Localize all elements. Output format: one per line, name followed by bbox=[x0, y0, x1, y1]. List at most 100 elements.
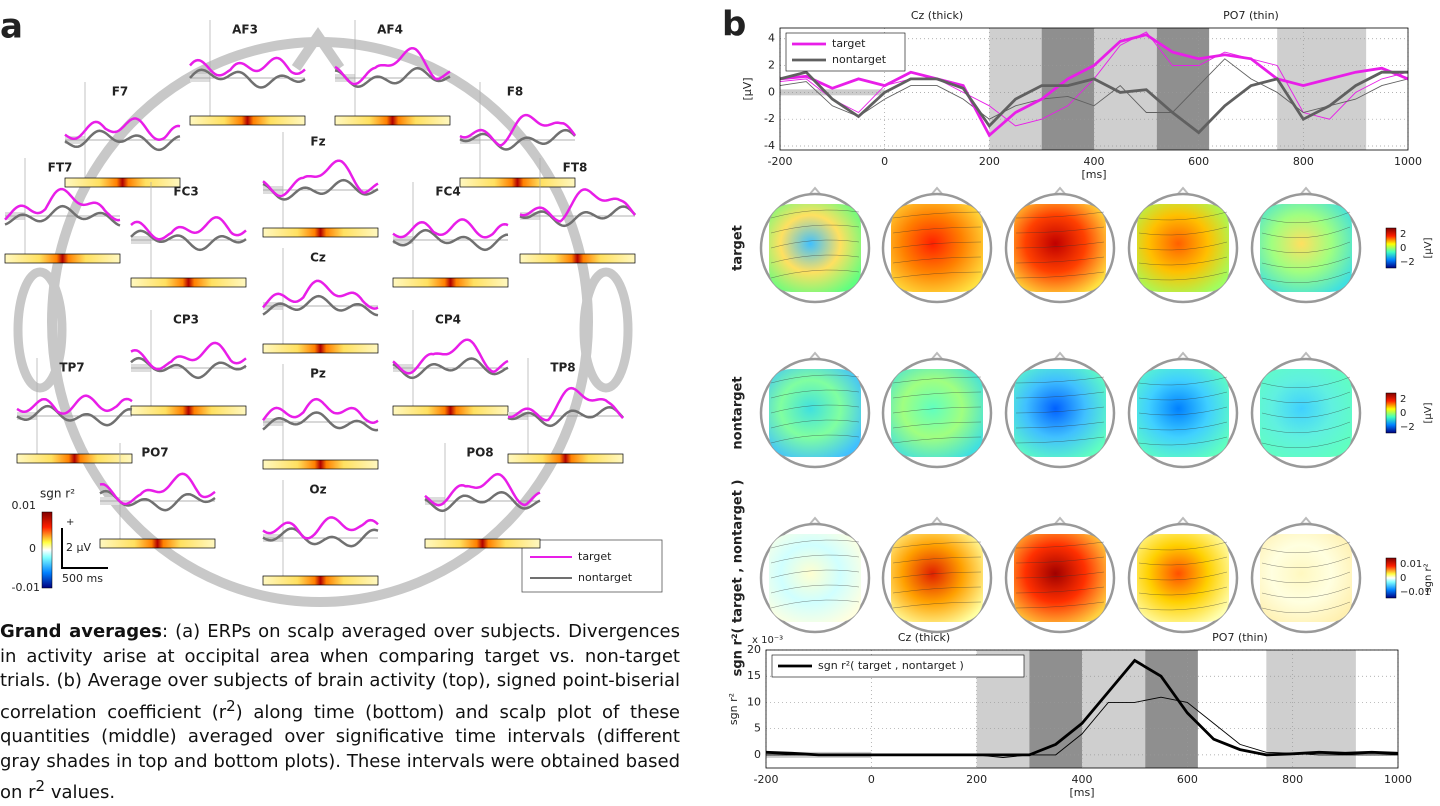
contour bbox=[892, 391, 982, 399]
contour bbox=[770, 569, 860, 579]
x-tick-label: 200 bbox=[966, 773, 987, 786]
series-line-thick bbox=[779, 70, 1408, 135]
contour bbox=[770, 419, 860, 429]
contour bbox=[892, 571, 982, 579]
contour bbox=[1138, 556, 1228, 566]
y-tick-label: 0 bbox=[768, 85, 775, 98]
contour bbox=[1015, 271, 1105, 279]
colorbar-tick: −2 bbox=[1400, 422, 1415, 433]
colorbar bbox=[1385, 227, 1397, 269]
contour bbox=[1261, 376, 1351, 389]
r2-strip bbox=[130, 405, 247, 416]
contour bbox=[1015, 406, 1105, 414]
nose bbox=[291, 27, 345, 71]
contour bbox=[892, 601, 982, 609]
electrode-label: Oz bbox=[309, 483, 326, 497]
head-outline bbox=[47, 37, 593, 607]
contour bbox=[1015, 226, 1105, 234]
contour bbox=[1138, 421, 1228, 431]
erp-nontarget bbox=[189, 68, 306, 89]
contour bbox=[892, 241, 982, 249]
row-label: sgn r²( target , nontarget ) bbox=[731, 480, 746, 677]
x-tick-label: 1000 bbox=[1384, 773, 1412, 786]
legend-label: target bbox=[832, 37, 866, 50]
nose bbox=[1053, 351, 1067, 361]
legend bbox=[521, 539, 663, 593]
plot-frame bbox=[779, 27, 1409, 151]
erp-target bbox=[424, 472, 541, 507]
colorbar-unit: [µV] bbox=[1423, 402, 1434, 423]
r2-strip bbox=[4, 253, 121, 264]
contour bbox=[1138, 376, 1228, 386]
scalp-map bbox=[769, 204, 861, 292]
erp-nontarget bbox=[519, 205, 636, 228]
scale-voltage: 2 µV bbox=[66, 541, 91, 554]
x-tick-label: 200 bbox=[979, 155, 1000, 168]
colorbar-tick: -0.01 bbox=[12, 581, 40, 594]
row-label: nontarget bbox=[731, 376, 746, 449]
contour bbox=[1261, 271, 1351, 284]
erp-target bbox=[392, 338, 509, 375]
scalp-map bbox=[769, 534, 861, 622]
colorbar-tick: 0 bbox=[1400, 573, 1406, 584]
erp-target bbox=[519, 188, 636, 223]
contour bbox=[770, 539, 860, 549]
scalp-map bbox=[1014, 204, 1106, 292]
erp-nontarget bbox=[334, 66, 451, 88]
contour bbox=[1261, 211, 1351, 224]
nose bbox=[1299, 351, 1313, 361]
contour bbox=[1015, 601, 1105, 609]
erp-nontarget bbox=[64, 129, 181, 152]
x-tick-label: 0 bbox=[868, 773, 875, 786]
contour bbox=[1138, 436, 1228, 446]
erp-target bbox=[262, 159, 379, 198]
nose bbox=[1299, 186, 1313, 196]
annotation: PO7 (thin) bbox=[1212, 631, 1268, 644]
erp-target bbox=[16, 394, 133, 415]
r2-strip bbox=[16, 453, 133, 464]
contour bbox=[1261, 241, 1351, 254]
erp-nontarget bbox=[262, 527, 379, 548]
contour bbox=[770, 239, 860, 249]
caption-sup: 2 bbox=[226, 696, 236, 715]
contour bbox=[1015, 256, 1105, 264]
r2-strip bbox=[262, 575, 379, 586]
r2-strip bbox=[507, 453, 624, 464]
nose bbox=[1053, 516, 1067, 526]
colorbar-tick: 0 bbox=[1400, 243, 1406, 254]
erp-nontarget bbox=[459, 128, 576, 151]
contour bbox=[770, 584, 860, 594]
significance-interval bbox=[1145, 650, 1198, 768]
contour bbox=[1138, 541, 1228, 551]
ear bbox=[13, 267, 67, 393]
caption-bold: Grand averages bbox=[0, 621, 163, 642]
erp-target bbox=[392, 218, 509, 239]
contour bbox=[1015, 556, 1105, 564]
contour bbox=[1261, 406, 1351, 419]
colorbar-tick: −2 bbox=[1400, 257, 1415, 268]
contour bbox=[1015, 541, 1105, 549]
legend bbox=[785, 32, 906, 72]
contour bbox=[892, 586, 982, 594]
caption-sup: 2 bbox=[35, 777, 46, 795]
scalp-map bbox=[1260, 369, 1352, 457]
contour bbox=[1261, 256, 1351, 269]
erp-target bbox=[334, 46, 451, 86]
y-tick-label: 15 bbox=[747, 669, 761, 682]
r2-strip bbox=[424, 538, 541, 549]
r2-strip bbox=[130, 277, 247, 288]
erp-nontarget bbox=[16, 404, 133, 427]
series-line-thick bbox=[765, 658, 1399, 757]
x-tick-label: 400 bbox=[1084, 155, 1105, 168]
row-label: target bbox=[731, 225, 746, 271]
contour bbox=[892, 211, 982, 219]
legend-label: target bbox=[578, 550, 612, 563]
contour bbox=[1261, 541, 1351, 554]
r2-strip bbox=[262, 343, 379, 354]
scale-bar bbox=[61, 528, 108, 569]
erp-target bbox=[262, 516, 379, 540]
nose bbox=[930, 186, 944, 196]
electrode-label: TP8 bbox=[550, 361, 575, 375]
annotation: Cz (thick) bbox=[898, 631, 950, 644]
colorbar-tick: −0.01 bbox=[1400, 587, 1431, 598]
